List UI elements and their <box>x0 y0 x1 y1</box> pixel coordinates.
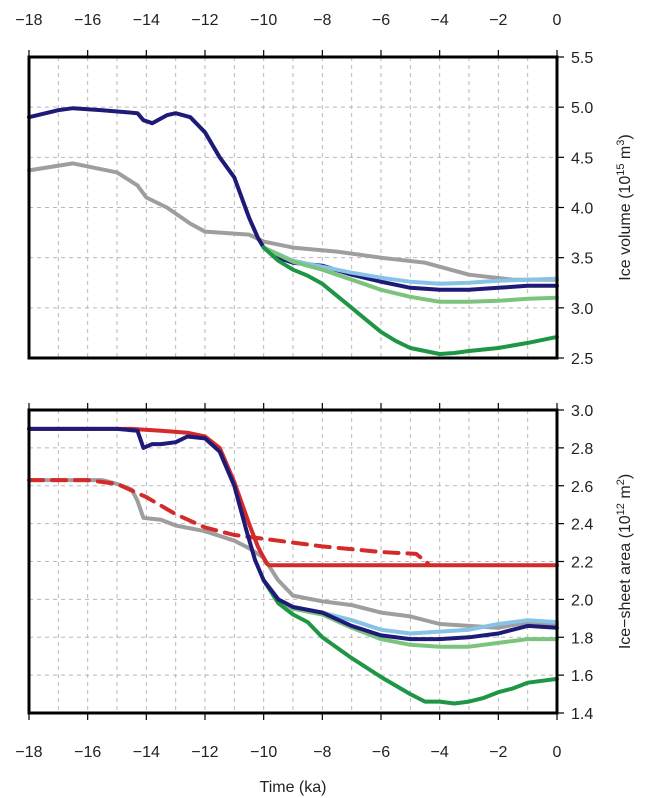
panel-area: −18 −16 −14 −12 −10 −8 −6 −4 −2 0 1.4 1.6 1.8 2.0 2.2 2… <box>15 403 634 796</box>
series-line-3 <box>27 426 559 568</box>
x-tick-label: −14 <box>133 744 160 761</box>
x-tick-label: −16 <box>74 12 101 29</box>
x-tick-label: −12 <box>191 744 218 761</box>
y-tick-label: 2.5 <box>571 351 593 368</box>
x-tick-label: −2 <box>489 744 507 761</box>
y-tick-label: 2.2 <box>571 555 593 572</box>
x-tick-label: −18 <box>15 12 42 29</box>
y-tick-label: 5.5 <box>571 50 593 67</box>
x-tick-label: −8 <box>313 12 331 29</box>
x-tick-label: −10 <box>250 12 277 29</box>
y-tick-label: 2.8 <box>571 441 593 458</box>
y-tick-label: 2.0 <box>571 592 593 609</box>
y-tick-label: 4.5 <box>571 150 593 167</box>
y-tick-label: 3.0 <box>571 403 593 420</box>
y-tick-label: 3.5 <box>571 251 593 268</box>
x-tick-label: −8 <box>313 744 331 761</box>
y-tick-label: 4.0 <box>571 201 593 218</box>
y-tick-label: 3.0 <box>571 301 593 318</box>
y-tick-label: 1.6 <box>571 668 593 685</box>
series-line-4 <box>261 245 559 304</box>
series-line-2 <box>27 106 559 292</box>
x-tick-label: 0 <box>553 12 562 29</box>
x-tick-label: −6 <box>372 12 390 29</box>
series-line-7 <box>27 426 559 642</box>
panel-volume: −18 −16 −14 −12 −10 −8 −6 −4 −2 0 2.5 3.0 3.5 4.0 4.5 5… <box>15 12 634 368</box>
series-line-5 <box>261 245 559 356</box>
y-tick-label: 1.8 <box>571 630 593 647</box>
series-line-3 <box>261 245 559 286</box>
x-tick-label: −14 <box>133 12 160 29</box>
x-tick-label: −16 <box>74 744 101 761</box>
y-tick-label: 2.6 <box>571 479 593 496</box>
series-line-6 <box>261 578 559 706</box>
y-axis-title: Ice−sheet area (1012 m2) <box>615 474 634 649</box>
y-axis-title: Ice volume (1015 m3) <box>615 134 634 280</box>
x-tick-label: −6 <box>372 744 390 761</box>
y-tick-label: 2.4 <box>571 517 593 534</box>
y-tick-label: 1.4 <box>571 706 593 723</box>
y-tick-label: 5.0 <box>571 100 593 117</box>
x-tick-label: −12 <box>191 12 218 29</box>
x-tick-label: −18 <box>15 744 42 761</box>
x-tick-label: 0 <box>553 744 562 761</box>
x-tick-label: −4 <box>431 12 449 29</box>
x-tick-label: −4 <box>431 744 449 761</box>
x-axis-title: Time (ka) <box>260 779 327 796</box>
x-tick-label: −2 <box>489 12 507 29</box>
series-line-2 <box>27 478 430 566</box>
x-tick-label: −10 <box>250 744 277 761</box>
series-line-1 <box>27 161 559 282</box>
